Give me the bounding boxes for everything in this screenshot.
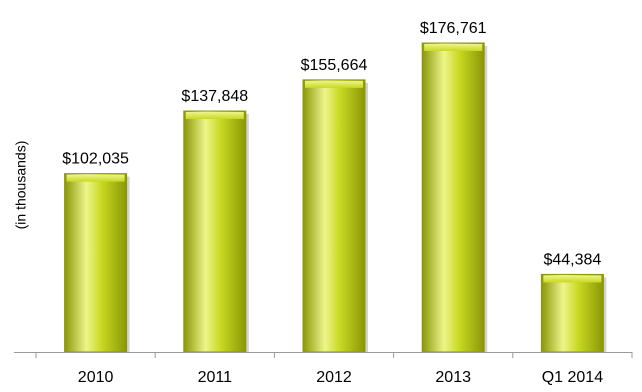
x-tick-label: 2012 [316,369,352,386]
x-tick-label: Q1 2014 [542,369,603,386]
x-tick-label: 2013 [435,369,471,386]
data-label: $155,664 [301,57,368,74]
bar-cap [66,174,125,182]
data-label: $44,384 [543,251,601,268]
x-tick-label: 2011 [198,369,233,386]
bar-cap [185,112,244,120]
bar [302,79,366,353]
x-tick-label: 2010 [78,369,114,386]
bar-cap [305,80,363,88]
bar [64,173,128,353]
bar [421,42,485,353]
bar [540,273,604,353]
bar-cap [424,44,483,51]
data-label: $176,761 [420,20,487,37]
bar [183,110,247,353]
data-label: $102,035 [62,151,129,168]
bar-cap [543,275,602,283]
data-label: $137,848 [181,88,248,105]
